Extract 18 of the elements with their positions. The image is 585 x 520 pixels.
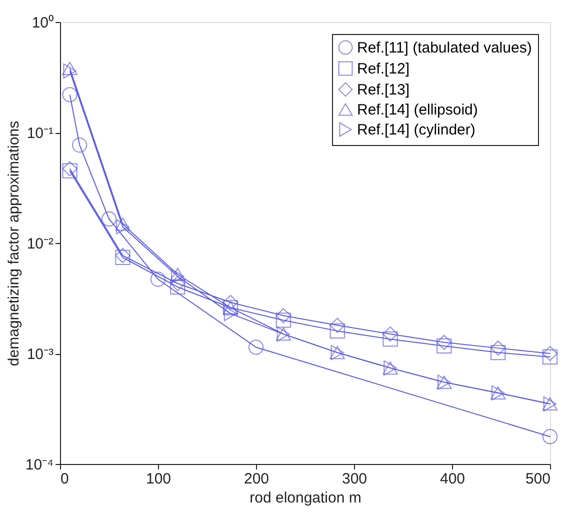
x-axis-title: rod elongation m xyxy=(250,490,362,506)
legend-label: Ref.[11] (tabulated values) xyxy=(357,40,532,56)
x-tick-label: 500 xyxy=(525,470,550,488)
y-tick-label: 10⁰ xyxy=(32,14,54,32)
y-axis-title: demagnetizing factor approximations xyxy=(5,120,22,366)
legend-label: Ref.[12] xyxy=(357,60,410,78)
legend-label: Ref.[14] (cylinder) xyxy=(357,122,476,138)
legend-label: Ref.[14] (ellipsoid) xyxy=(357,102,478,118)
x-tick-label: 0 xyxy=(60,470,69,488)
y-tick-label: 10⁻¹ xyxy=(26,125,54,142)
x-tick-label: 100 xyxy=(146,470,172,488)
y-tick-label: 10⁻³ xyxy=(26,346,54,363)
x-tick-label: 200 xyxy=(244,470,270,488)
y-tick-label: 10⁻² xyxy=(26,236,54,252)
legend-label: Ref.[13] xyxy=(357,82,410,98)
x-tick-label: 300 xyxy=(342,470,368,488)
y-tick-label: 10⁻⁴ xyxy=(25,456,54,474)
x-tick-label: 400 xyxy=(440,470,466,488)
